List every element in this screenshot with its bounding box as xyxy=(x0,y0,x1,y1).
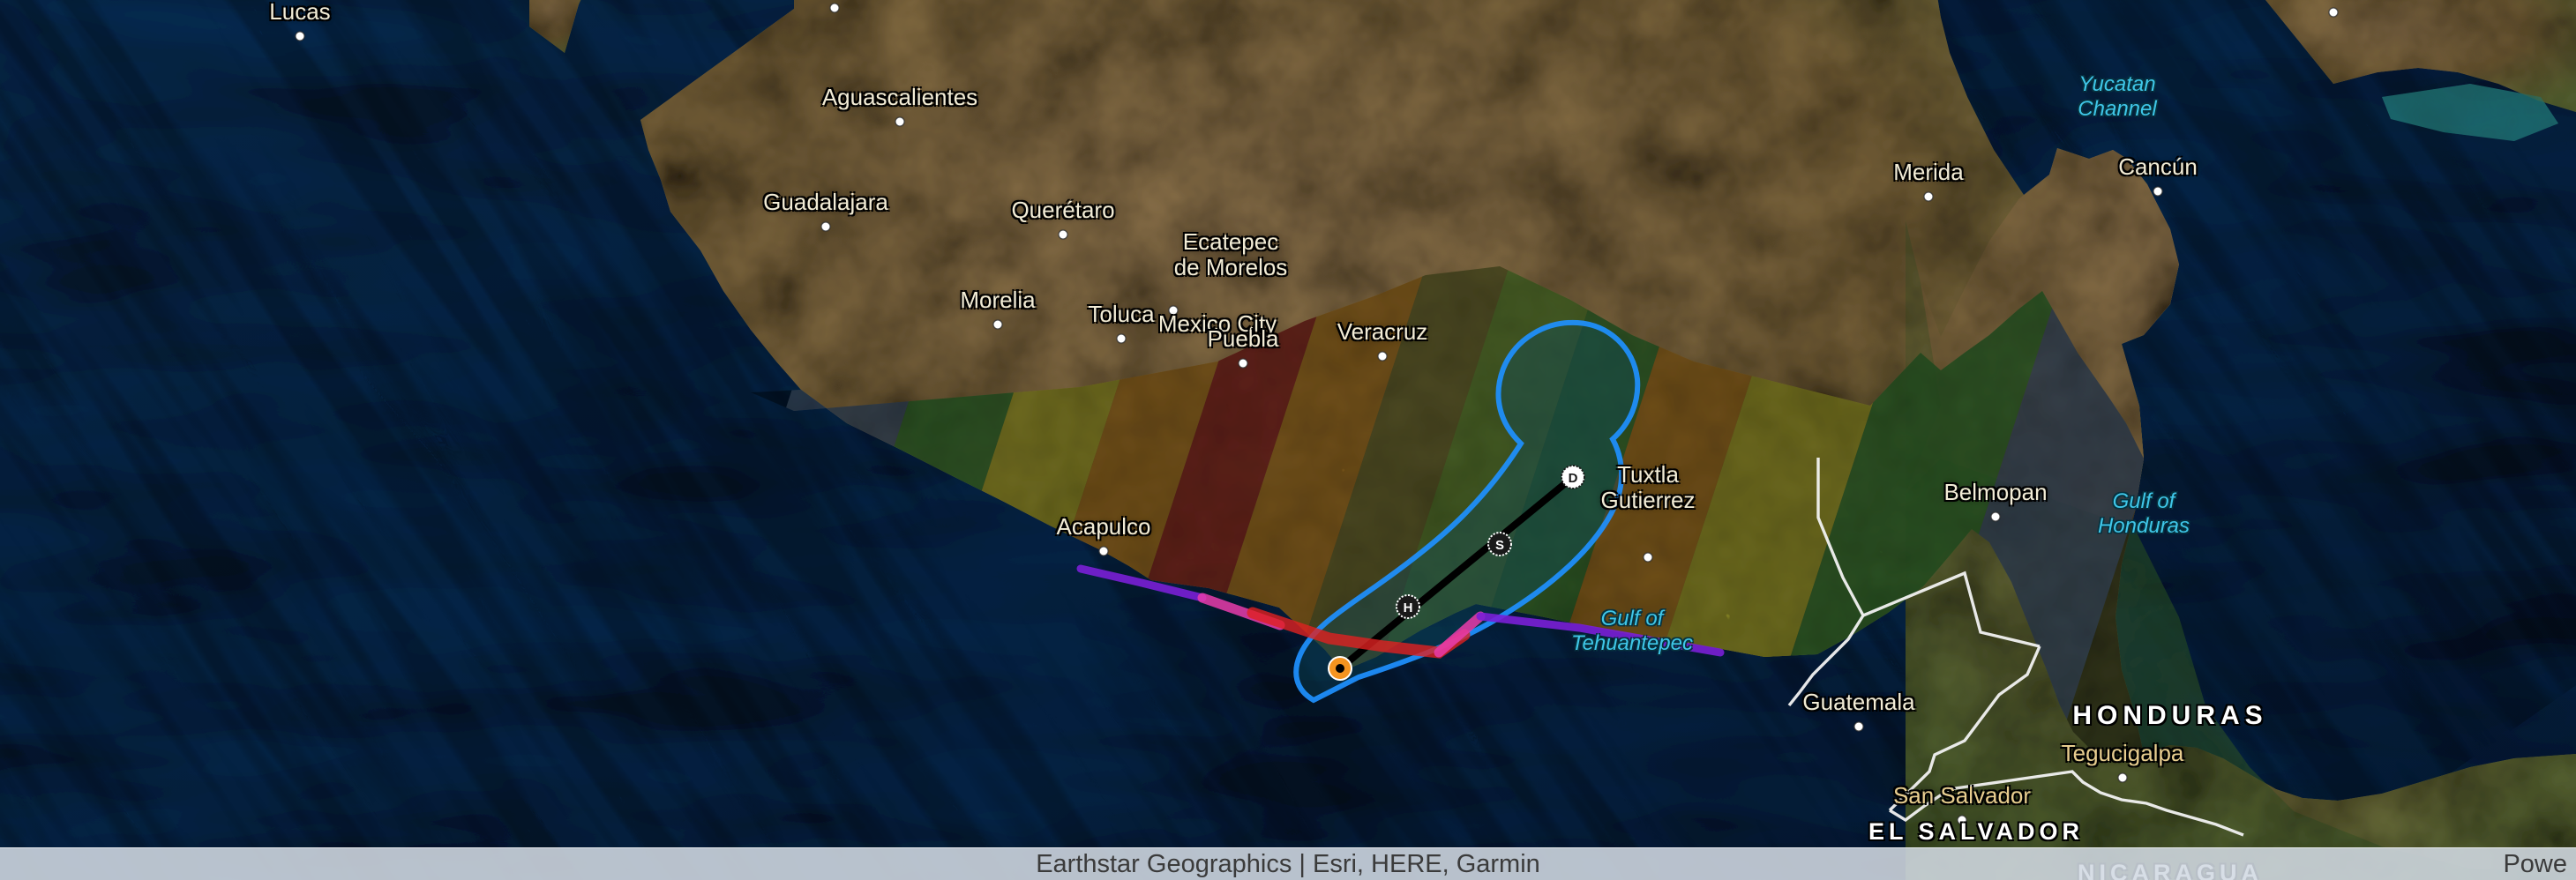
svg-text:D: D xyxy=(1569,471,1578,486)
svg-text:H: H xyxy=(1404,600,1413,615)
svg-text:S: S xyxy=(1495,538,1504,553)
